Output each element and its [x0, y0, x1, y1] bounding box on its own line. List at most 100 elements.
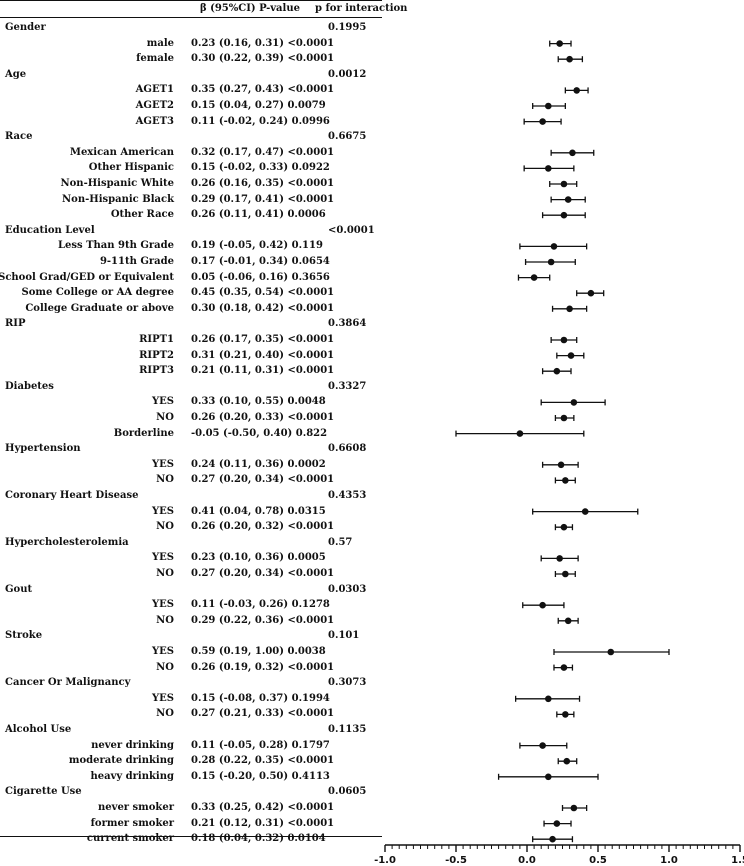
subgroup-row: never drinking 0.11 (-0.05, 0.28) 0.1797: [0, 738, 382, 754]
subgroup-label: female: [136, 53, 174, 65]
point-estimate: [562, 711, 569, 718]
subgroup-label: 9-11th Grade: [99, 256, 174, 267]
forest-mark: [550, 149, 595, 157]
forest-mark: [532, 508, 639, 515]
forest-mark: [517, 274, 551, 281]
p-interaction-value: <0.0001: [328, 224, 375, 236]
forest-mark: [532, 102, 566, 110]
subgroup-label: RIPT3: [139, 365, 174, 377]
estimate-text: -0.05 (-0.50, 0.40) 0.822: [191, 427, 328, 439]
estimate-text: 0.17 (-0.01, 0.34) 0.0654: [191, 256, 330, 267]
p-interaction-value: 0.101: [328, 630, 360, 642]
point-estimate: [545, 695, 552, 703]
point-estimate: [545, 773, 552, 781]
table-top-rule: [0, 0, 382, 1]
subgroup-row: College Graduate or above 0.30 (0.18, 0.4…: [0, 301, 382, 317]
subgroup-label: Non-Hispanic Black: [62, 193, 174, 205]
subgroup-label: High School Grad/GED or Equivalent: [0, 271, 174, 283]
subgroup-label: NO: [156, 661, 174, 673]
group-row: Education Level <0.0001: [0, 223, 382, 239]
p-interaction-value: 0.3073: [328, 677, 367, 689]
subgroup-row: NO 0.27 (0.20, 0.34) <0.0001: [0, 472, 382, 488]
point-estimate: [570, 399, 578, 406]
subgroup-row: never smoker 0.33 (0.25, 0.42) <0.0001: [0, 800, 382, 816]
group-label: Age: [5, 68, 27, 80]
group-row: Hypercholesterolemia 0.57: [0, 535, 382, 551]
point-estimate: [560, 180, 568, 188]
forest-mark: [554, 414, 575, 422]
subgroup-row: Some College or AA degree 0.45 (0.35, 0.5…: [0, 285, 382, 301]
point-estimate: [560, 336, 568, 344]
point-estimate: [556, 555, 563, 562]
group-label: Alcohol Use: [5, 724, 72, 735]
estimate-text: 0.23 (0.10, 0.36) 0.0005: [191, 552, 326, 564]
subgroup-row: heavy drinking 0.15 (-0.20, 0.50) 0.4113: [0, 769, 382, 785]
subgroup-label: Other Race: [110, 209, 174, 221]
forest-mark: [557, 617, 579, 625]
x-tick-label: -1.0: [374, 855, 396, 866]
point-estimate: [516, 430, 524, 437]
subgroup-label: YES: [152, 552, 174, 564]
subgroup-label: never drinking: [91, 739, 174, 751]
point-estimate: [607, 648, 615, 656]
estimate-text: 0.59 (0.19, 1.00) 0.0038: [191, 646, 326, 657]
estimate-text: 0.15 (-0.08, 0.37) 0.1994: [191, 692, 330, 704]
group-label: Education Level: [5, 224, 95, 236]
p-interaction-value: 0.3864: [328, 318, 367, 330]
forest-mark: [551, 305, 588, 313]
forest-mark: [557, 757, 578, 765]
subgroup-row: male 0.23 (0.16, 0.31) <0.0001: [0, 36, 382, 52]
point-estimate: [549, 835, 556, 843]
forest-mark: [556, 352, 585, 359]
x-tick-label: -0.5: [445, 855, 467, 866]
forest-mark: [541, 461, 579, 469]
point-estimate: [553, 367, 561, 375]
estimate-text: 0.11 (-0.03, 0.26) 0.1278: [191, 599, 330, 611]
point-estimate: [550, 243, 558, 250]
point-estimate: [560, 664, 568, 671]
point-estimate: [547, 258, 555, 266]
group-label: Hypercholesterolemia: [5, 536, 129, 548]
x-tick-label: 1.5: [731, 855, 744, 866]
point-estimate: [569, 149, 576, 157]
subgroup-row: AGET3 0.11 (-0.02, 0.24) 0.0996: [0, 114, 382, 130]
group-label: Gout: [5, 583, 33, 595]
subgroup-row: former smoker 0.21 (0.12, 0.31) <0.0001: [0, 816, 382, 832]
subgroup-label: College Graduate or above: [25, 302, 174, 314]
subgroup-label: YES: [152, 692, 174, 704]
subgroup-label: never smoker: [98, 802, 174, 813]
subgroup-row: Non-Hispanic White 0.26 (0.16, 0.35) <0.0…: [0, 176, 382, 192]
group-label: Stroke: [5, 630, 43, 642]
estimate-text: 0.32 (0.17, 0.47) <0.0001: [191, 146, 335, 158]
point-estimate: [545, 102, 552, 110]
point-estimate: [570, 804, 578, 812]
estimate-text: 0.19 (-0.05, 0.42) 0.119: [191, 240, 323, 252]
subgroup-label: Other Hispanic: [88, 162, 174, 174]
subgroup-row: YES 0.59 (0.19, 1.00) 0.0038: [0, 644, 382, 660]
point-estimate: [530, 274, 538, 281]
x-tick-label: 1.0: [660, 855, 678, 866]
subgroup-row: YES 0.24 (0.11, 0.36) 0.0002: [0, 457, 382, 473]
point-estimate: [560, 211, 568, 219]
estimate-text: 0.26 (0.17, 0.35) <0.0001: [191, 334, 335, 345]
forest-mark: [497, 773, 599, 781]
estimate-text: 0.15 (-0.02, 0.33) 0.0922: [191, 162, 330, 174]
subgroup-row: NO 0.26 (0.20, 0.33) <0.0001: [0, 410, 382, 426]
point-estimate: [560, 414, 568, 422]
p-interaction-value: 0.6675: [328, 131, 367, 143]
estimate-text: 0.26 (0.20, 0.33) <0.0001: [191, 412, 335, 423]
point-estimate: [553, 820, 561, 827]
forest-mark: [541, 211, 586, 219]
estimate-text: 0.15 (-0.20, 0.50) 0.4113: [191, 770, 330, 782]
group-row: Diabetes 0.3327: [0, 379, 382, 395]
point-estimate: [557, 461, 565, 469]
subgroup-row: NO 0.27 (0.20, 0.34) <0.0001: [0, 566, 382, 582]
estimate-text: 0.45 (0.35, 0.54) <0.0001: [191, 287, 335, 299]
point-estimate: [545, 165, 552, 172]
subgroup-label: Mexican American: [69, 146, 174, 158]
group-label: Gender: [5, 22, 46, 33]
point-estimate: [566, 305, 573, 313]
estimate-text: 0.05 (-0.06, 0.16) 0.3656: [191, 271, 330, 283]
group-label: Race: [5, 131, 33, 143]
point-estimate: [560, 523, 568, 531]
